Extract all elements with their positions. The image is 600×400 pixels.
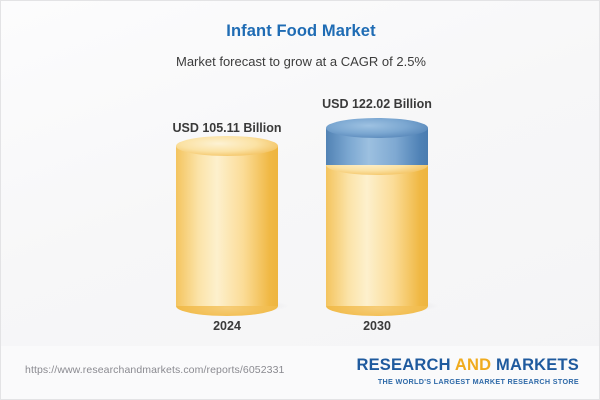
research-and-markets-logo[interactable]: RESEARCH AND MARKETS THE WORLD'S LARGEST… [356,356,579,386]
bar-top-ellipse-2024 [176,136,278,156]
logo-text-research: RESEARCH [356,356,455,374]
report-url-link[interactable]: https://www.researchandmarkets.com/repor… [25,364,285,376]
bar-segment-growth-2030 [326,118,428,165]
bar-top-ellipse-2030 [326,118,428,138]
bar-category-label-2030: 2030 [363,319,391,333]
bar-cylinder-2024 [176,136,278,316]
chart-footer: https://www.researchandmarkets.com/repor… [1,346,599,399]
bar-value-label-2030: USD 122.02 Billion [322,97,432,111]
bar-segment-base-2030 [326,155,428,316]
logo-tagline: THE WORLD'S LARGEST MARKET RESEARCH STOR… [377,377,579,386]
bar-cylinder-2030 [326,118,428,316]
chart-header: Infant Food Market Market forecast to gr… [1,1,599,70]
chart-subtitle: Market forecast to grow at a CAGR of 2.5… [176,54,426,69]
logo-wordmark: RESEARCH AND MARKETS [356,356,579,375]
page-title: Infant Food Market [226,22,376,40]
logo-text-and: AND [454,356,492,374]
bar-category-label-2024: 2024 [213,319,241,333]
logo-text-markets: MARKETS [491,356,579,374]
bar-value-label-2024: USD 105.11 Billion [172,121,282,135]
bar-segment-base-2024 [176,136,278,316]
bar-body-2024 [176,146,278,306]
bar-body-base-2030 [326,165,428,306]
chart-plot-area: USD 105.11 Billion 2024 USD 122.02 Billi… [1,1,599,346]
